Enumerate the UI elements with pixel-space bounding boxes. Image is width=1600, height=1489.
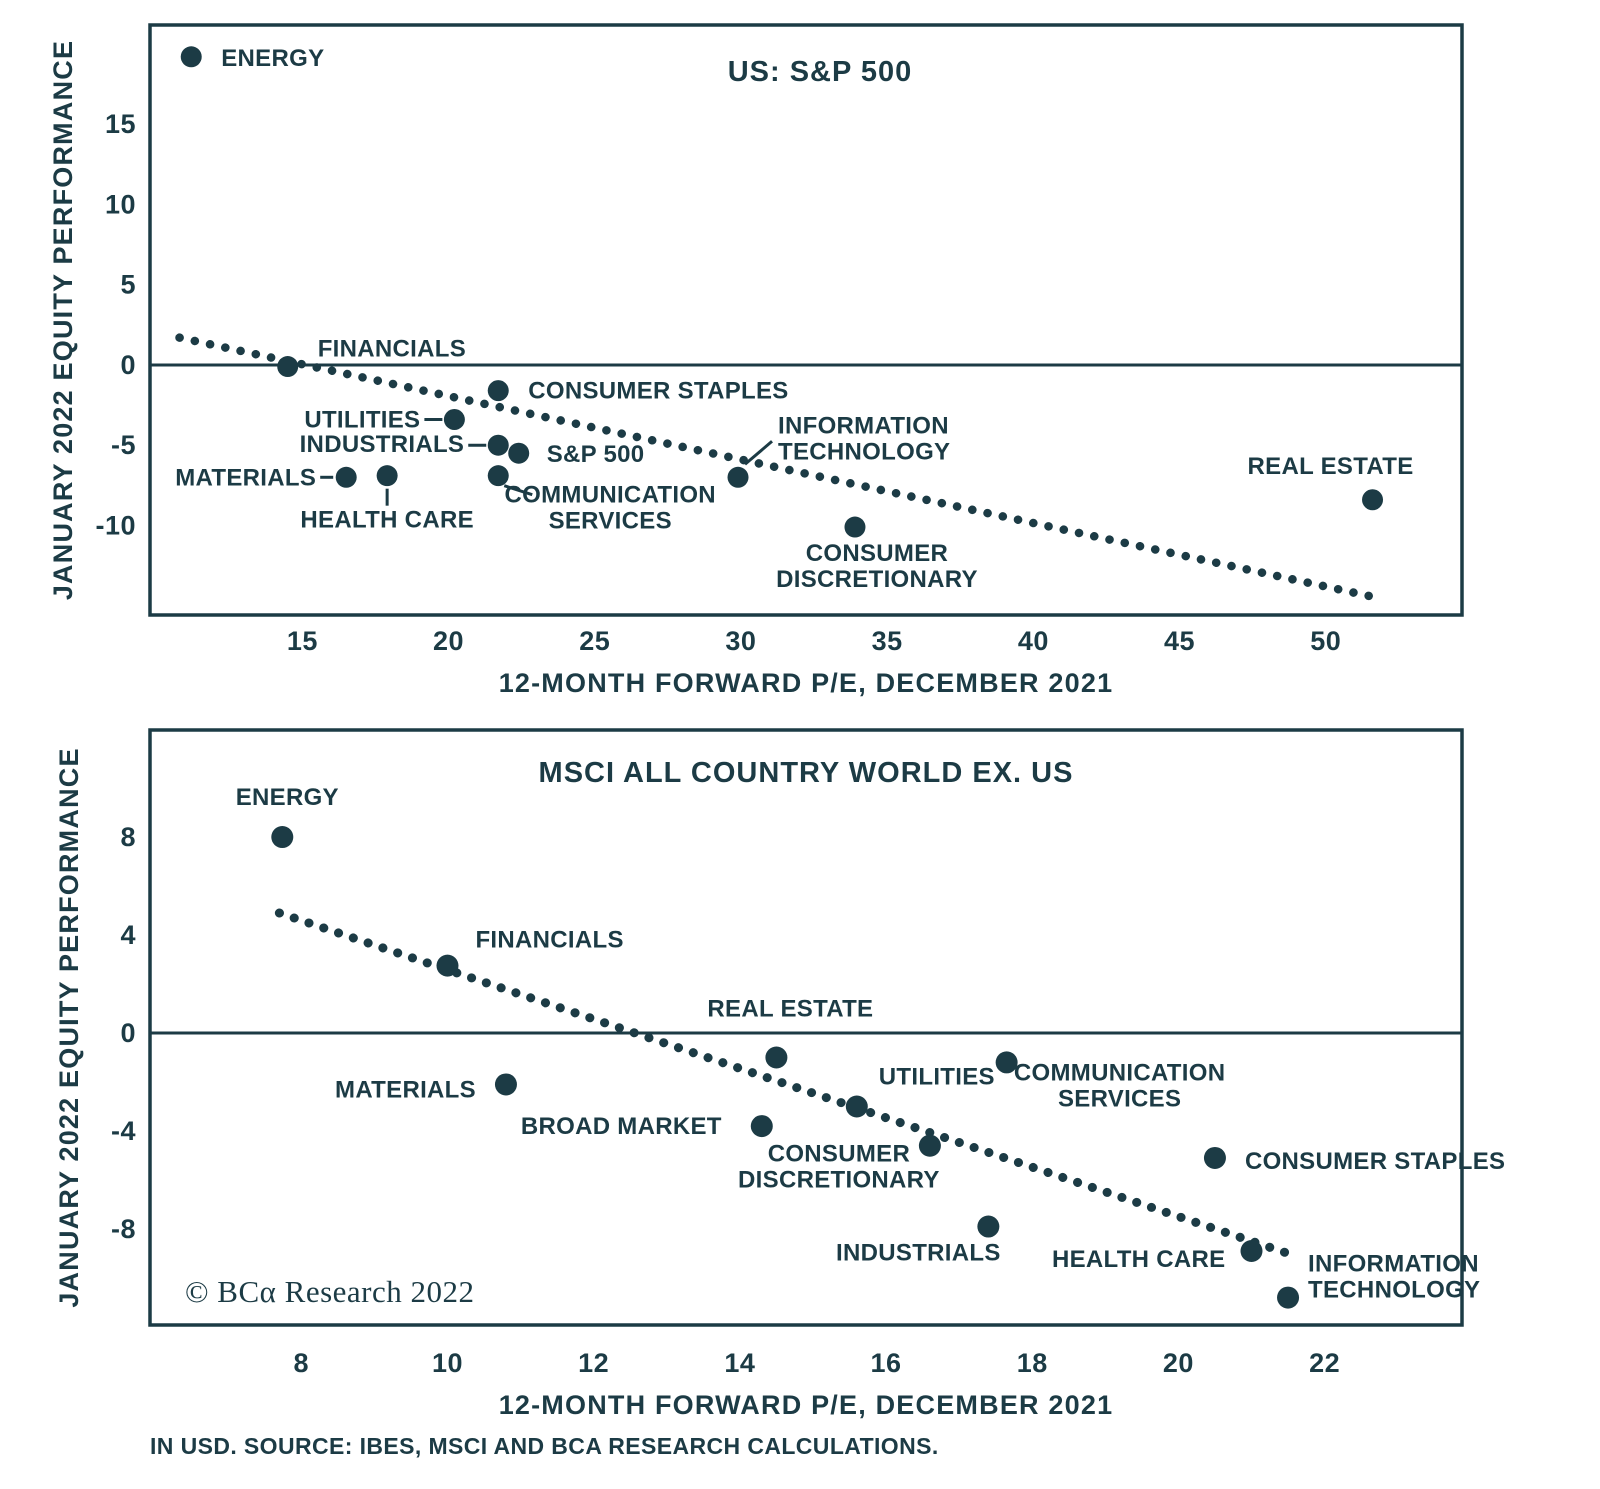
point-label-utilities: UTILITIES [304, 407, 420, 434]
point-consumer-staples [1203, 1146, 1226, 1169]
x-tick-label: 16 [871, 1348, 902, 1378]
point-industrials [977, 1215, 1000, 1238]
x-tick-label: 10 [432, 1348, 463, 1378]
point-consumer-discretionary [918, 1134, 941, 1157]
x-tick-label: 30 [725, 626, 756, 656]
point-label-broad-market: BROAD MARKET [521, 1113, 722, 1140]
x-tick-label: 18 [1017, 1348, 1048, 1378]
point-energy [271, 826, 294, 849]
x-tick-label: 12 [578, 1348, 609, 1378]
x-axis-title: 12-MONTH FORWARD P/E, DECEMBER 2021 [499, 668, 1114, 698]
point-label-real-estate: REAL ESTATE [1248, 453, 1414, 480]
point-label-materials: MATERIALS [335, 1076, 476, 1103]
point-label-consumer-discretionary: DISCRETIONARY [776, 566, 978, 593]
point-label-information-technology: INFORMATION [778, 412, 949, 439]
trend-line [274, 908, 1293, 1258]
point-label-energy: ENERGY [236, 784, 339, 811]
label-connector-communication-services [503, 484, 533, 497]
chart-title: MSCI ALL COUNTRY WORLD EX. US [539, 757, 1074, 789]
point-label-communication-services: SERVICES [1058, 1085, 1181, 1112]
y-axis-title: JANUARY 2022 EQUITY PERFORMANCE [48, 40, 78, 600]
y-tick-label: 4 [120, 920, 136, 950]
point-financials [277, 356, 299, 378]
point-real-estate [765, 1046, 788, 1069]
point-label-consumer-discretionary: CONSUMER [768, 1141, 910, 1168]
point-label-information-technology: TECHNOLOGY [1308, 1277, 1480, 1304]
x-axis-title: 12-MONTH FORWARD P/E, DECEMBER 2021 [499, 1390, 1114, 1420]
x-tick-label: 40 [1018, 626, 1049, 656]
y-tick-label: 0 [120, 1018, 136, 1048]
point-utilities [845, 1095, 868, 1118]
point-health-care [376, 465, 398, 487]
point-utilities [443, 409, 465, 431]
x-tick-label: 20 [433, 626, 464, 656]
point-label-financials: FINANCIALS [318, 336, 466, 363]
point-label-real-estate: REAL ESTATE [707, 996, 873, 1023]
y-tick-label: -5 [111, 430, 136, 460]
x-tick-label: 15 [287, 626, 318, 656]
point-label-communication-services: COMMUNICATION [505, 482, 716, 509]
chart-title: US: S&P 500 [728, 56, 913, 88]
point-consumer-staples [487, 380, 509, 402]
y-tick-label: 15 [105, 109, 136, 139]
x-tick-label: 14 [724, 1348, 755, 1378]
point-materials [335, 466, 357, 488]
x-tick-label: 20 [1163, 1348, 1194, 1378]
point-label-communication-services: SERVICES [549, 508, 672, 535]
x-tick-label: 50 [1310, 626, 1341, 656]
y-tick-label: 8 [120, 822, 136, 852]
label-connector-information-technology [744, 440, 773, 466]
point-communication-services [995, 1051, 1018, 1074]
point-industrials [487, 434, 509, 456]
point-label-information-technology: INFORMATION [1308, 1251, 1479, 1278]
point-label-information-technology: TECHNOLOGY [778, 438, 950, 465]
point-label-industrials: INDUSTRIALS [300, 431, 465, 458]
point-label-consumer-staples: CONSUMER STAPLES [528, 378, 788, 405]
plot-border [148, 728, 1464, 1327]
point-label-s-p-500: S&P 500 [547, 441, 645, 468]
point-financials [436, 954, 459, 977]
point-energy [180, 46, 202, 68]
point-information-technology [727, 466, 749, 488]
point-label-health-care: HEALTH CARE [1052, 1246, 1226, 1273]
x-tick-label: 35 [872, 626, 903, 656]
y-tick-label: 5 [120, 270, 136, 300]
x-tick-label: 45 [1164, 626, 1195, 656]
point-label-utilities: UTILITIES [879, 1063, 995, 1090]
y-axis-title: JANUARY 2022 EQUITY PERFORMANCE [54, 747, 84, 1307]
trend-line [175, 333, 1374, 601]
point-real-estate [1362, 489, 1384, 511]
point-s-p-500 [508, 442, 530, 464]
y-tick-label: -8 [111, 1214, 136, 1244]
plot-border [148, 23, 1464, 617]
point-broad-market [750, 1115, 773, 1138]
point-information-technology [1277, 1286, 1300, 1309]
point-label-energy: ENERGY [221, 45, 324, 72]
x-tick-label: 22 [1309, 1348, 1340, 1378]
point-materials [494, 1073, 517, 1096]
point-label-health-care: HEALTH CARE [300, 507, 474, 534]
point-label-materials: MATERIALS [175, 464, 316, 491]
point-health-care [1240, 1240, 1263, 1263]
y-tick-label: -10 [95, 510, 136, 540]
point-label-financials: FINANCIALS [475, 927, 623, 954]
point-label-industrials: INDUSTRIALS [836, 1240, 1001, 1267]
point-consumer-discretionary [844, 516, 866, 538]
point-label-consumer-discretionary: CONSUMER [806, 540, 948, 567]
x-tick-label: 8 [294, 1348, 310, 1378]
point-label-consumer-discretionary: DISCRETIONARY [738, 1167, 940, 1194]
x-tick-label: 25 [579, 626, 610, 656]
y-tick-label: 10 [105, 189, 136, 219]
point-label-communication-services: COMMUNICATION [1014, 1059, 1225, 1086]
point-label-consumer-staples: CONSUMER STAPLES [1245, 1148, 1505, 1175]
point-communication-services [487, 465, 509, 487]
y-tick-label: 0 [120, 350, 136, 380]
bca-watermark: © BCα Research 2022 [185, 1274, 475, 1309]
y-tick-label: -4 [111, 1116, 136, 1146]
source-note: IN USD. SOURCE: IBES, MSCI AND BCA RESEA… [150, 1433, 939, 1459]
